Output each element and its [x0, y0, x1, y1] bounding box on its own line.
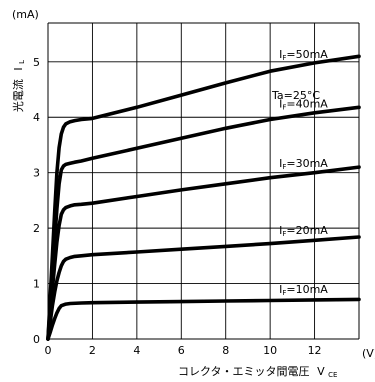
x-tick-label: 12	[308, 344, 322, 357]
y-tick-label: 0	[33, 333, 40, 346]
curve-labels: IF=10mA IF=20mA IF=30mA IF=40mA IF=50mA	[279, 48, 328, 297]
y-axis-title-symbol: I	[12, 67, 25, 70]
y-unit-label: (mA)	[12, 8, 39, 21]
series-line-5	[46, 54, 361, 341]
y-tick-label: 5	[33, 56, 40, 69]
y-axis-title-main: 光電流	[11, 79, 25, 112]
x-tick-label: 0	[45, 344, 52, 357]
condition-label: Ta=25°C	[271, 89, 320, 102]
y-axis-title: 光電流 I L	[11, 60, 26, 112]
series-label: IF=40mA	[279, 97, 328, 111]
x-axis-title-subscript: CE	[328, 371, 337, 379]
series-label: IF=10mA	[279, 283, 328, 297]
y-axis-title-subscript: L	[18, 60, 26, 64]
y-tick-label: 4	[33, 111, 40, 124]
series-line-1	[46, 297, 361, 341]
x-axis-title: コレクタ・エミッタ間電圧 V CE	[178, 365, 337, 379]
y-tick-label: 2	[33, 222, 40, 235]
x-unit-label: (V)	[362, 347, 375, 360]
x-tick-label: 8	[222, 344, 229, 357]
series-curves	[46, 54, 361, 341]
svg-text:光電流 I L: 光電流 I L	[11, 60, 26, 112]
y-tick-label: 1	[33, 278, 40, 291]
x-tick-label: 2	[89, 344, 96, 357]
y-tick-label: 3	[33, 167, 40, 180]
x-axis-title-symbol: V	[317, 365, 325, 378]
series-label: IF=30mA	[279, 157, 328, 171]
series-label: IF=20mA	[279, 224, 328, 238]
x-axis-title-main: コレクタ・エミッタ間電圧	[178, 365, 310, 378]
x-tick-label: 6	[178, 344, 185, 357]
x-tick-label: 4	[133, 344, 140, 357]
series-label: IF=50mA	[279, 48, 328, 62]
series-line-2	[46, 235, 361, 341]
x-tick-label: 10	[263, 344, 277, 357]
